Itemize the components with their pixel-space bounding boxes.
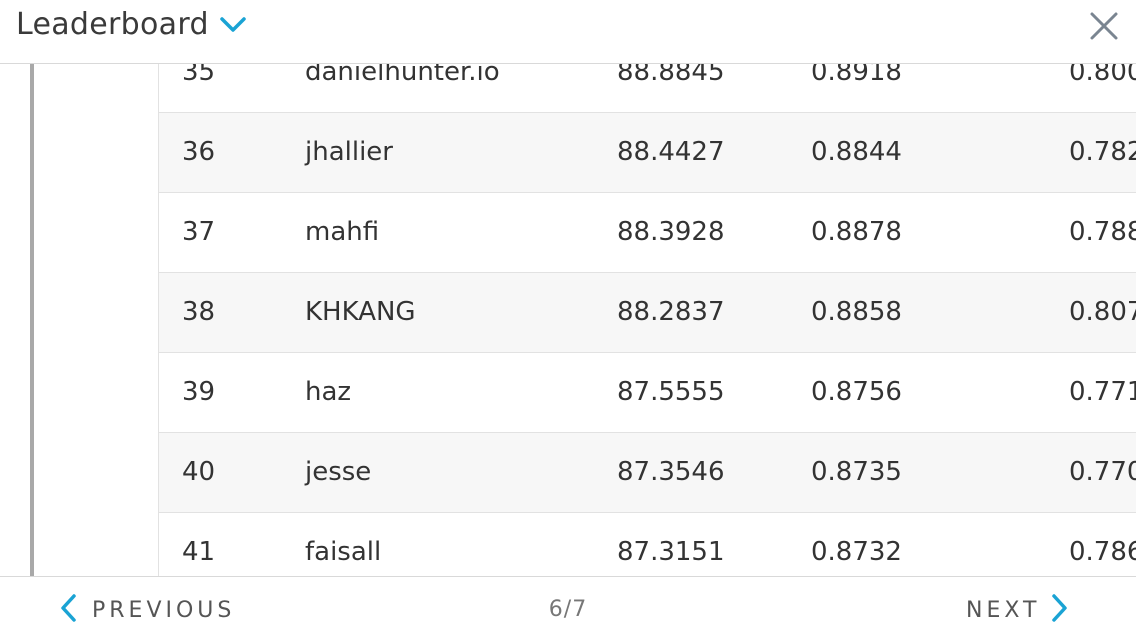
rank-cell: 36 [182,137,216,167]
metric2-cell: 0.770 [1069,457,1136,487]
table-row: 36 jhallier 88.4427 0.8844 0.782 [159,113,1136,193]
scroll-indicator [30,64,34,576]
metric1-cell: 0.8858 [811,297,902,327]
metric2-cell: 0.786 [1069,537,1136,567]
rank-cell: 37 [182,217,216,247]
metric2-cell: 0.800 [1069,64,1136,87]
score-cell: 87.3546 [617,457,725,487]
name-cell: jesse [305,457,372,487]
chevron-down-icon[interactable] [218,12,248,36]
table-row: 40 jesse 87.3546 0.8735 0.770 [159,433,1136,513]
score-cell: 88.3928 [617,217,725,247]
previous-button[interactable]: PREVIOUS [60,593,236,627]
table-row: 35 danielhunter.io 88.8845 0.8918 0.800 [159,64,1136,113]
table-row: 39 haz 87.5555 0.8756 0.771 [159,353,1136,433]
metric1-cell: 0.8735 [811,457,902,487]
name-cell: faisall [305,537,382,567]
name-cell: danielhunter.io [305,64,500,87]
leaderboard-table: 35 danielhunter.io 88.8845 0.8918 0.800 … [158,64,1136,576]
previous-label: PREVIOUS [92,597,236,623]
rank-cell: 35 [182,64,216,87]
metric2-cell: 0.807 [1069,297,1136,327]
score-cell: 88.4427 [617,137,725,167]
rank-cell: 38 [182,297,216,327]
metric2-cell: 0.788 [1069,217,1136,247]
table-row: 37 mahfi 88.3928 0.8878 0.788 [159,193,1136,273]
name-cell: mahfi [305,217,380,247]
score-cell: 88.8845 [617,64,725,87]
rank-cell: 40 [182,457,216,487]
metric2-cell: 0.782 [1069,137,1136,167]
close-icon[interactable] [1086,8,1122,44]
score-cell: 87.3151 [617,537,725,567]
metric1-cell: 0.8878 [811,217,902,247]
table-row: 38 KHKANG 88.2837 0.8858 0.807 [159,273,1136,353]
next-label: NEXT [966,597,1041,623]
score-cell: 87.5555 [617,377,725,407]
header-bar: Leaderboard [0,0,1136,64]
name-cell: haz [305,377,352,407]
name-cell: KHKANG [305,297,416,327]
chevron-right-icon [1050,593,1068,627]
metric2-cell: 0.771 [1069,377,1136,407]
next-button[interactable]: NEXT [966,593,1068,627]
metric1-cell: 0.8844 [811,137,902,167]
score-cell: 88.2837 [617,297,725,327]
footer-bar: PREVIOUS 6/7 NEXT [0,576,1136,641]
chevron-left-icon [60,593,78,627]
rank-cell: 41 [182,537,216,567]
metric1-cell: 0.8756 [811,377,902,407]
leaderboard-content[interactable]: 35 danielhunter.io 88.8845 0.8918 0.800 … [0,64,1136,576]
page-indicator: 6/7 [548,597,588,622]
metric1-cell: 0.8918 [811,64,902,87]
name-cell: jhallier [305,137,393,167]
table-row: 41 faisall 87.3151 0.8732 0.786 [159,513,1136,576]
metric1-cell: 0.8732 [811,537,902,567]
page-title[interactable]: Leaderboard [16,7,209,42]
rank-cell: 39 [182,377,216,407]
